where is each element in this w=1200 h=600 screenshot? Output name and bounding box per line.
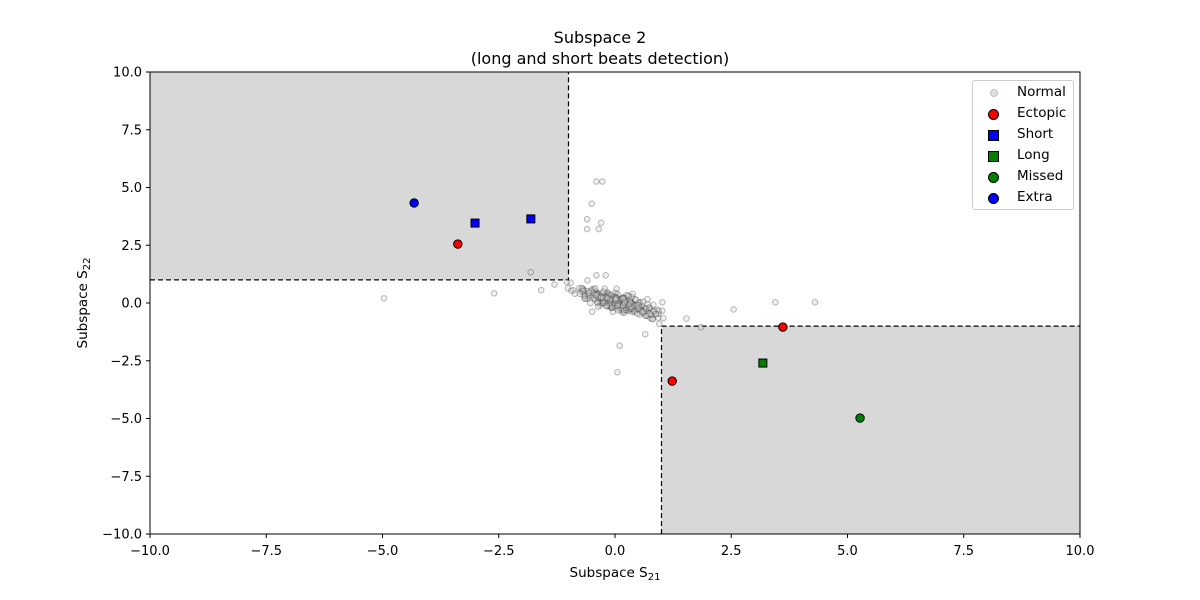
chart-subtitle: (long and short beats detection) [470,49,730,68]
legend-item-extra: Extra [973,188,1073,208]
svg-text:−2.5: −2.5 [483,544,515,559]
svg-text:−7.5: −7.5 [250,544,282,559]
legend-item-short: Short [973,125,1073,145]
circle-marker-icon [988,109,999,120]
svg-text:−10.0: −10.0 [130,544,170,559]
legend: Normal Ectopic Short Long Missed Extra [972,80,1074,210]
svg-text:−7.5: −7.5 [110,470,142,485]
short-point [526,214,536,224]
circle-marker-icon [990,89,998,97]
short-point [470,218,480,228]
ectopic-point [778,322,788,332]
legend-item-long: Long [973,146,1073,166]
long-point [758,358,768,368]
svg-text:−5.0: −5.0 [110,412,142,427]
svg-text:−5.0: −5.0 [367,544,399,559]
x-axis-label: Subspace S21 [570,565,661,583]
special-points [409,198,865,423]
legend-item-ectopic: Ectopic [973,104,1073,124]
y-axis-ticks: −10.0 −7.5 −5.0 −2.5 0.0 2.5 5.0 7.5 10.0 [102,66,150,543]
svg-text:0.0: 0.0 [121,297,142,312]
svg-text:−10.0: −10.0 [102,528,142,543]
svg-text:2.5: 2.5 [121,239,142,254]
y-axis-label: Subspace S22 [75,258,93,349]
svg-text:0.0: 0.0 [605,544,626,559]
normal-points [380,178,819,376]
ectopic-point [453,239,463,249]
threshold-region [150,72,569,280]
threshold-regions [150,72,1080,534]
square-marker-icon [988,151,999,162]
legend-item-normal: Normal [973,83,1073,103]
x-axis-ticks: −10.0 −7.5 −5.0 −2.5 0.0 2.5 5.0 7.5 10.0 [130,534,1094,559]
extra-point [409,198,419,208]
svg-text:−2.5: −2.5 [110,354,142,369]
missed-point [855,413,865,423]
svg-text:2.5: 2.5 [721,544,742,559]
ectopic-point [667,376,677,386]
circle-marker-icon [988,193,999,204]
square-marker-icon [988,130,999,141]
circle-marker-icon [988,172,999,183]
chart-title: Subspace 2 [553,28,647,47]
svg-text:7.5: 7.5 [953,544,974,559]
svg-text:10.0: 10.0 [1066,544,1095,559]
svg-text:10.0: 10.0 [113,66,142,81]
threshold-region [661,326,1080,534]
svg-text:5.0: 5.0 [121,181,142,196]
svg-text:5.0: 5.0 [837,544,858,559]
legend-item-missed: Missed [973,167,1073,187]
svg-text:7.5: 7.5 [121,123,142,138]
